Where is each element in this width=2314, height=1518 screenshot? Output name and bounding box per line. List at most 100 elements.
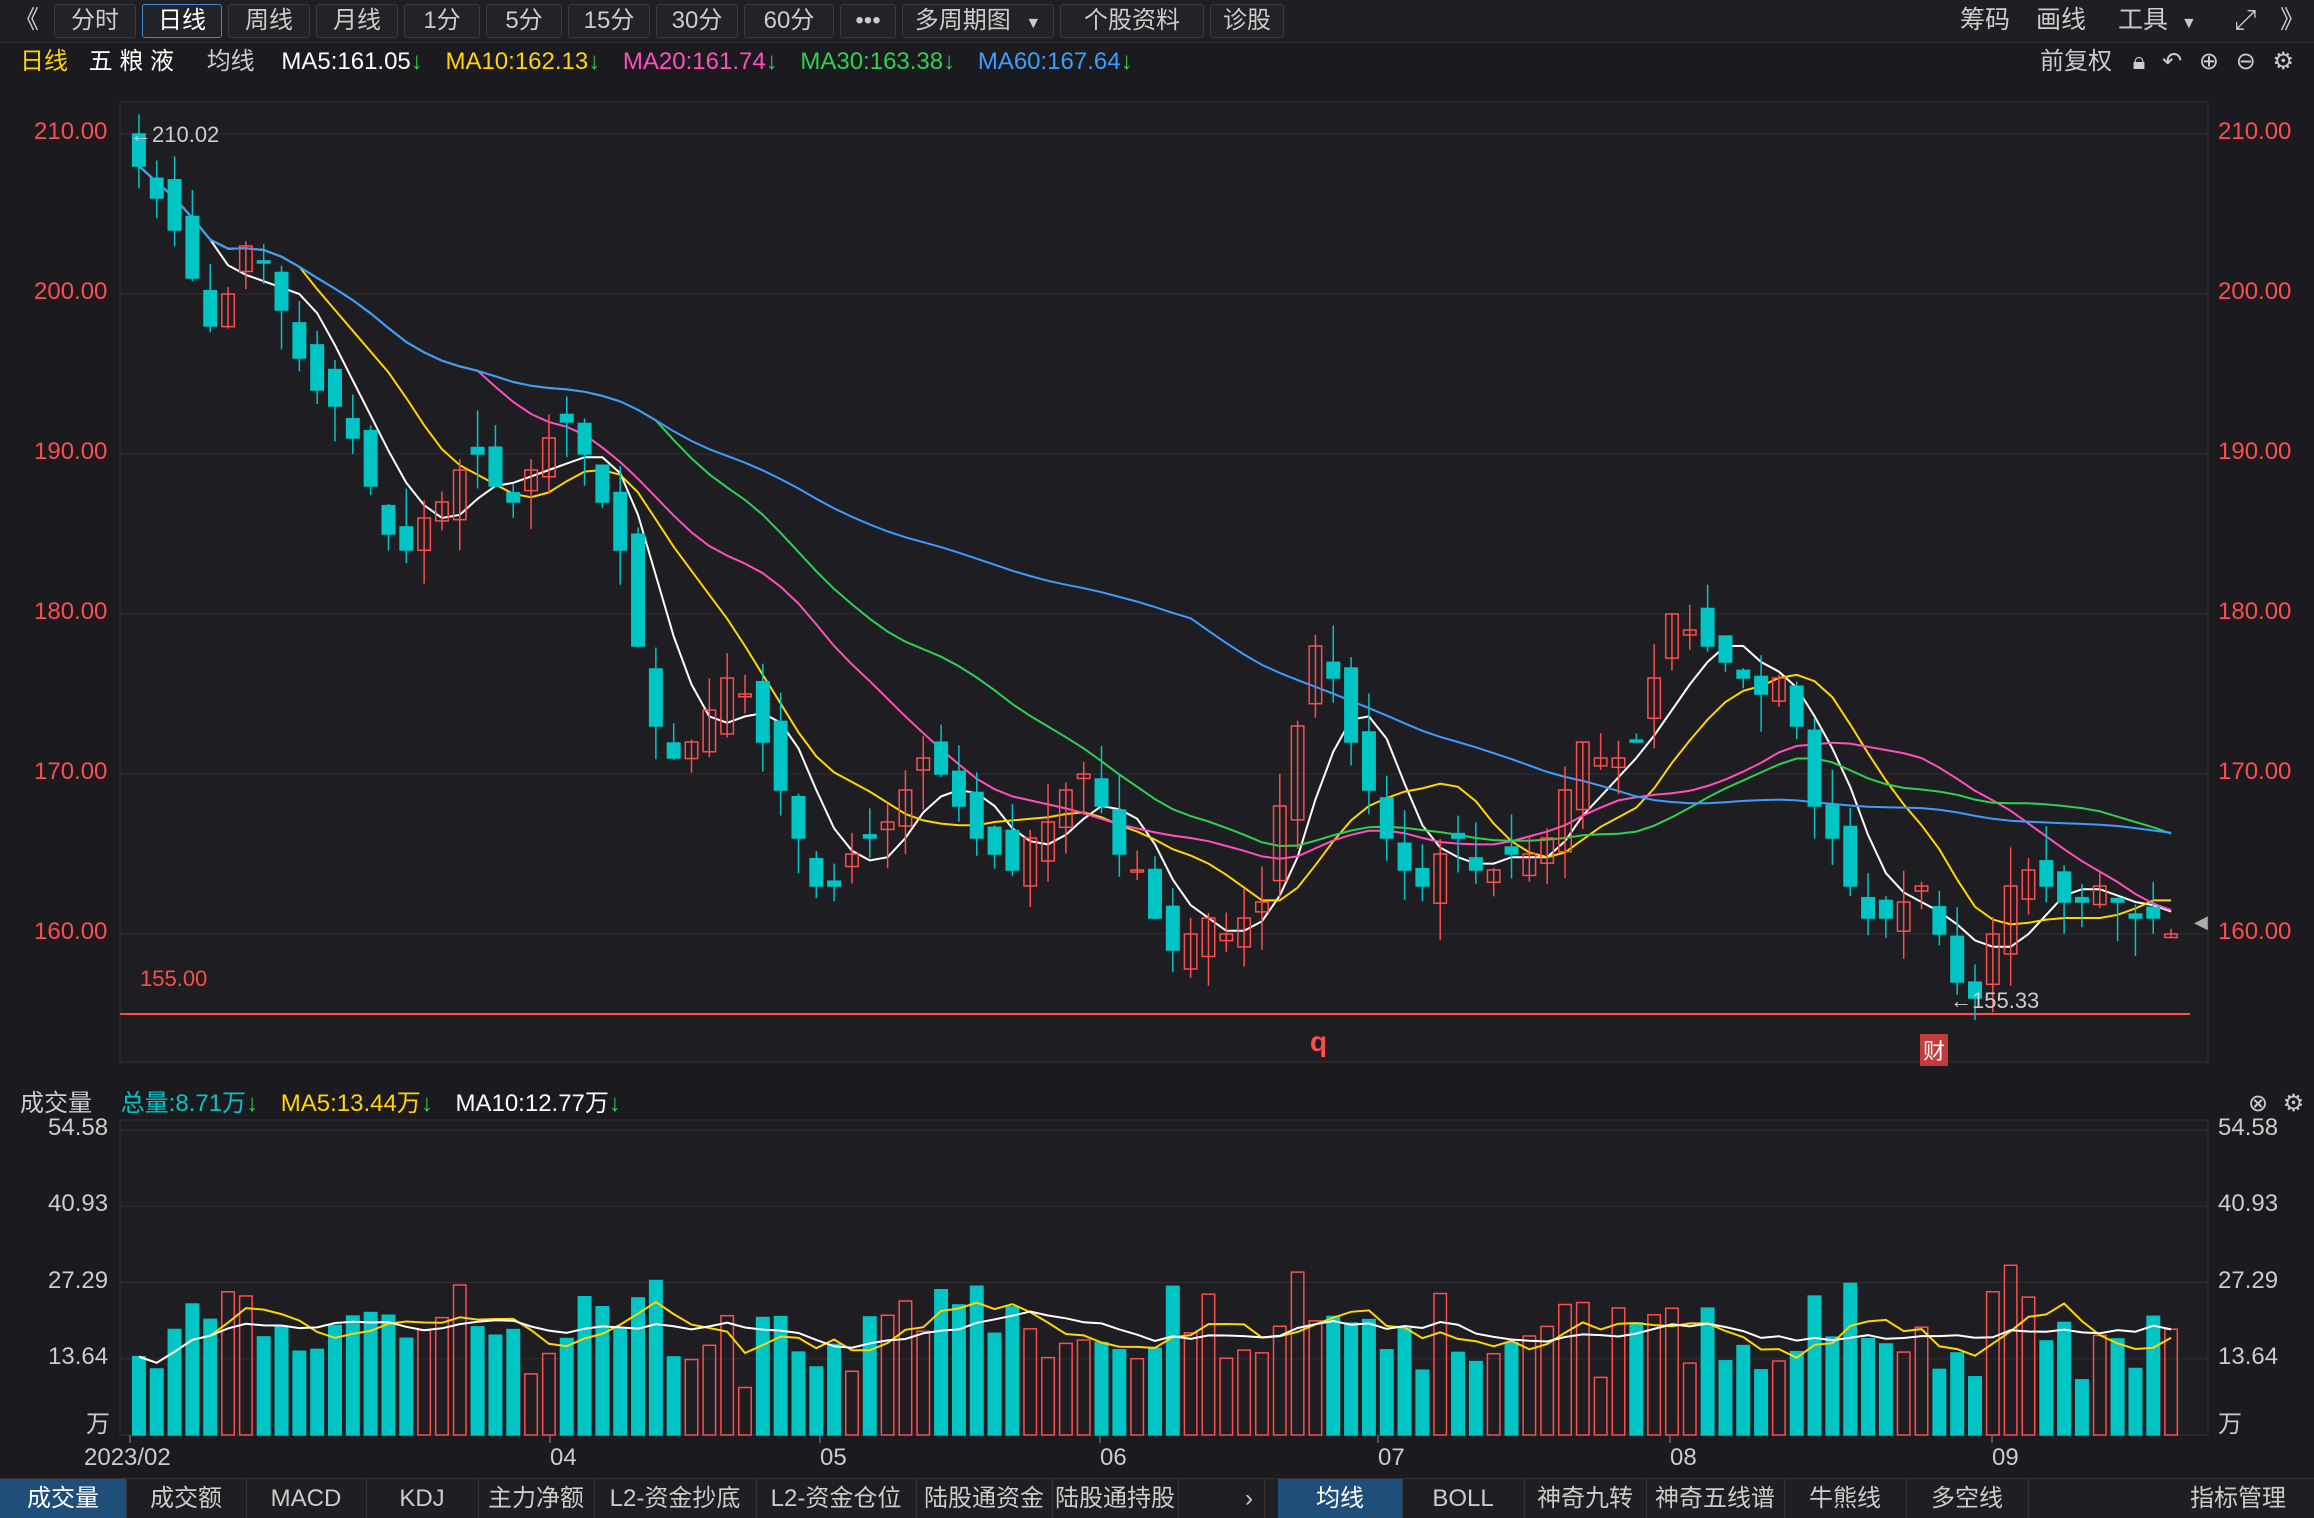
scroll-tabs-right-icon[interactable]: › (1234, 1479, 1265, 1518)
support-line-label: 155.00 (140, 966, 208, 991)
period-tab-30min[interactable]: 30分 (656, 4, 738, 38)
period-tab-15min[interactable]: 15分 (568, 4, 650, 38)
candle-body (559, 413, 574, 423)
date-tick-label: 07 (1378, 1444, 1405, 1471)
candle-body (1950, 935, 1965, 983)
indicator-tab-left[interactable]: MACD (246, 1479, 367, 1518)
stock-profile-button[interactable]: 个股资料 (1060, 4, 1204, 38)
indicator-tab-left[interactable]: 陆股通资金 (916, 1479, 1053, 1518)
close-icon[interactable]: ⊗ (2248, 1090, 2269, 1117)
period-tab-1min[interactable]: 1分 (404, 4, 480, 38)
candle-body (1344, 667, 1359, 743)
zoom-out-icon[interactable]: ⊖ (2235, 48, 2256, 75)
candle-body (524, 469, 539, 492)
volume-bar (292, 1350, 307, 1436)
volume-legend: 成交量 总量:8.71万↓ MA5:13.44万↓ MA10:12.77万↓ (20, 1086, 621, 1122)
period-tab-daily[interactable]: 日线 (142, 4, 222, 38)
candle-body (1254, 901, 1269, 913)
candle-body (1985, 933, 2000, 986)
overlay-tab-right[interactable]: 神奇五线谱 (1646, 1479, 1785, 1518)
volume-bar (1968, 1376, 1982, 1436)
period-tab-fenshi[interactable]: 分时 (54, 4, 136, 38)
volume-bar (541, 1352, 556, 1436)
lock-icon[interactable]: 🔒︎ (2132, 48, 2146, 75)
volume-bar (809, 1366, 824, 1436)
volume-title[interactable]: 成交量 (20, 1090, 92, 1117)
volume-bar (2128, 1367, 2143, 1436)
candle-body (185, 215, 200, 279)
draw-line-button[interactable]: 画线 (2036, 6, 2087, 34)
candle-body (1076, 773, 1091, 780)
indicator-tab-left[interactable]: 主力净额 (478, 1479, 595, 1518)
chips-button[interactable]: 筹码 (1960, 6, 2011, 34)
candle-body (1700, 607, 1715, 647)
indicator-tab-left[interactable]: 成交额 (126, 1479, 247, 1518)
volume-bar (256, 1336, 271, 1436)
more-periods-button[interactable]: ••• (840, 4, 896, 38)
volume-bar (1504, 1341, 1519, 1436)
candle-body (310, 344, 325, 391)
candle-body (1415, 867, 1430, 887)
multi-period-dropdown[interactable]: 多周期图 ▼ (902, 4, 1054, 38)
q-marker[interactable]: q (1310, 1026, 1328, 1057)
period-tab-weekly[interactable]: 周线 (228, 4, 310, 38)
candle-body (1736, 669, 1751, 679)
candle-body (827, 880, 842, 887)
price-tick-label: 160.00 (2218, 918, 2292, 945)
volume-bar (1771, 1360, 1786, 1436)
restore-right-button[interactable]: 前复权 (2040, 48, 2112, 75)
candle-body (1718, 635, 1733, 663)
volume-bar (2021, 1296, 2036, 1436)
indicator-tab-left[interactable]: 成交量 (0, 1479, 127, 1518)
indicator-tab-left[interactable]: KDJ (366, 1479, 479, 1518)
volume-bar (1575, 1301, 1590, 1436)
price-tick-label: 210.00 (2218, 118, 2292, 145)
volume-bar (1682, 1362, 1697, 1436)
volume-bar (1005, 1306, 1020, 1436)
legend-ma60: MA60:167.64↓ (977, 48, 1133, 75)
candle-body (452, 469, 467, 521)
finance-marker[interactable]: 财 (1920, 1034, 1949, 1066)
volume-bar (1148, 1347, 1162, 1436)
kline-chart[interactable] (0, 0, 2314, 1478)
candle-body (1130, 869, 1145, 873)
overlay-tab-right[interactable]: 牛熊线 (1784, 1479, 1907, 1518)
zoom-in-icon[interactable]: ⊕ (2198, 48, 2220, 75)
overlay-tab-right[interactable]: 均线 (1278, 1479, 1403, 1518)
volume-bar (1950, 1352, 1965, 1436)
period-tab-monthly[interactable]: 月线 (316, 4, 398, 38)
fullscreen-icon[interactable]: ⤢ (2234, 4, 2257, 35)
settings-gear-icon[interactable]: ⚙ (2272, 48, 2294, 75)
volume-bar (1629, 1322, 1644, 1436)
candle-body (1165, 905, 1180, 951)
indicator-tab-left[interactable]: 陆股通持股 (1052, 1479, 1179, 1518)
candle-body (1308, 645, 1323, 705)
volume-bar (1486, 1352, 1501, 1436)
indicator-manage-button[interactable]: 指标管理 (2190, 1485, 2286, 1512)
candle-body (1522, 853, 1537, 877)
period-tab-5min[interactable]: 5分 (486, 4, 562, 38)
candle-body (1433, 853, 1448, 904)
candle-body (613, 491, 628, 551)
overlay-tab-right[interactable]: BOLL (1402, 1479, 1525, 1518)
candle-body (274, 271, 289, 311)
candle-body (1878, 899, 1893, 919)
candle-body (1219, 933, 1234, 942)
back-icon[interactable]: 《 (14, 6, 40, 34)
settings-gear-icon[interactable]: ⚙ (2282, 1090, 2305, 1117)
legend-ma5: MA5:161.05↓ (281, 48, 423, 75)
period-tab-60min[interactable]: 60分 (744, 4, 834, 38)
undo-icon[interactable]: ↶ (2162, 48, 2183, 75)
legend-indicator[interactable]: 均线 (206, 48, 255, 75)
indicator-tab-left[interactable]: L2-资金仓位 (756, 1479, 917, 1518)
collapse-right-icon[interactable]: 》 (2280, 6, 2306, 34)
indicator-tab-left[interactable]: L2-资金抄底 (594, 1479, 757, 1518)
overlay-tab-right[interactable]: 多空线 (1906, 1479, 2029, 1518)
volume-bar (1361, 1318, 1376, 1436)
volume-bar (702, 1344, 717, 1436)
tools-dropdown[interactable]: 工具 ▼ (2118, 4, 2197, 36)
diagnose-button[interactable]: 诊股 (1210, 4, 1284, 38)
candle-body (1629, 739, 1644, 743)
overlay-tab-right[interactable]: 神奇九转 (1524, 1479, 1647, 1518)
candle-body (666, 742, 681, 759)
